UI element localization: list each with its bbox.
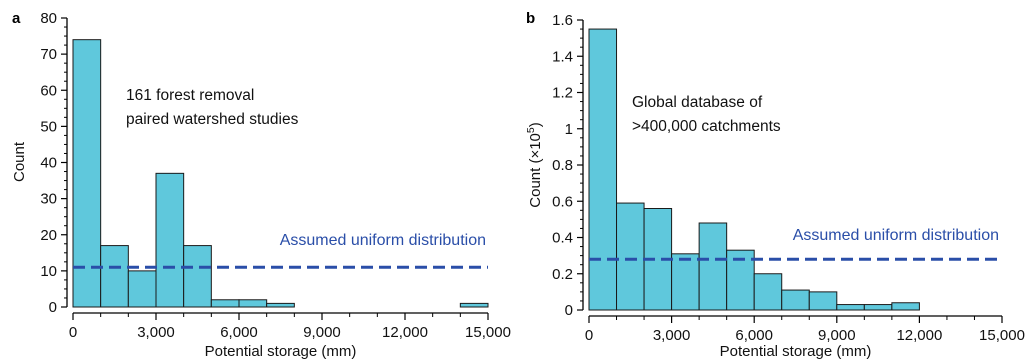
- histogram-bar: [183, 245, 212, 308]
- histogram-bar: [836, 304, 865, 311]
- annotation-text: Global database of: [632, 94, 763, 111]
- y-tick-label: 50: [40, 118, 57, 135]
- histogram-bar: [210, 299, 240, 308]
- histogram-bar: [753, 273, 783, 311]
- y-tick-label: 0.4: [552, 230, 573, 247]
- x-axis-label: Potential storage (mm): [205, 343, 357, 360]
- x-tick-label: 12,000: [382, 324, 428, 341]
- y-tick-label: 1: [565, 121, 573, 138]
- x-tick-label: 9,000: [818, 327, 856, 344]
- histogram-bar: [266, 302, 295, 308]
- y-axis-label-suffix: ): [527, 122, 544, 127]
- annotation-text: 161 forest removal: [126, 87, 254, 104]
- y-axis-label: Count: [11, 141, 28, 182]
- y-axis-label: Count (×105): [525, 122, 544, 207]
- histogram-bar: [155, 172, 185, 308]
- y-tick-label: 0.8: [552, 157, 573, 174]
- x-tick-label: 15,000: [979, 327, 1025, 344]
- x-tick-label: 3,000: [653, 327, 691, 344]
- histogram-bar: [459, 302, 489, 308]
- histogram-bar: [588, 28, 618, 311]
- y-tick-label: 1.2: [552, 85, 573, 102]
- chart-panel-a: 0 10 20 30 40 50 60 70 80 0 3,000 6,000 9,000 12,000 1…: [11, 10, 511, 360]
- y-tick-label: 30: [40, 191, 57, 208]
- histogram-bar: [891, 302, 920, 311]
- y-tick-label: 1.6: [552, 12, 573, 29]
- y-tick-label: 0.6: [552, 193, 573, 210]
- y-tick-label: 0.2: [552, 266, 573, 283]
- reference-line-label: Assumed uniform distribution: [280, 232, 486, 249]
- x-tick-label: 3,000: [137, 324, 175, 341]
- y-tick-label: 0: [565, 302, 573, 319]
- histogram-bar: [808, 291, 838, 311]
- y-tick-label: 80: [40, 10, 57, 27]
- annotation-text: paired watershed studies: [126, 111, 299, 128]
- histogram-bar: [863, 304, 893, 311]
- histogram-bar: [72, 39, 102, 308]
- x-tick-label: 0: [585, 327, 593, 344]
- y-tick-label: 70: [40, 46, 57, 63]
- x-tick-label: 15,000: [465, 324, 511, 341]
- histogram-bar: [100, 245, 129, 308]
- histogram-bar: [127, 270, 157, 308]
- x-tick-label: 9,000: [303, 324, 341, 341]
- panel-label: a: [12, 10, 21, 27]
- reference-line-label: Assumed uniform distribution: [793, 227, 999, 244]
- y-tick-label: 10: [40, 263, 57, 280]
- histogram-bar: [698, 222, 728, 311]
- x-axis-label: Potential storage (mm): [720, 343, 872, 360]
- y-tick-label: 60: [40, 82, 57, 99]
- x-tick-label: 0: [69, 324, 77, 341]
- x-tick-label: 6,000: [220, 324, 258, 341]
- histogram-bar: [238, 299, 268, 308]
- y-axis-label-text: Count (×10: [527, 133, 544, 208]
- y-tick-label: 0: [49, 299, 57, 316]
- histogram-bar: [671, 253, 700, 311]
- panel-label: b: [526, 10, 535, 27]
- x-tick-label: 6,000: [735, 327, 773, 344]
- y-tick-label: 1.4: [552, 48, 573, 65]
- x-tick-label: 12,000: [896, 327, 942, 344]
- annotation-text: >400,000 catchments: [632, 118, 781, 135]
- histogram-bar: [781, 289, 810, 311]
- y-tick-label: 40: [40, 155, 57, 172]
- histogram-bar: [616, 202, 645, 311]
- y-axis-label-text: Count: [11, 141, 28, 182]
- chart-panel-b: 0 0.2 0.4 0.6 0.8 1 1.2 1.4 1.6 0 3,000 6,000 9,000 1…: [525, 10, 1025, 360]
- y-tick-label: 20: [40, 227, 57, 244]
- y-axis-label-exponent: 5: [525, 127, 537, 133]
